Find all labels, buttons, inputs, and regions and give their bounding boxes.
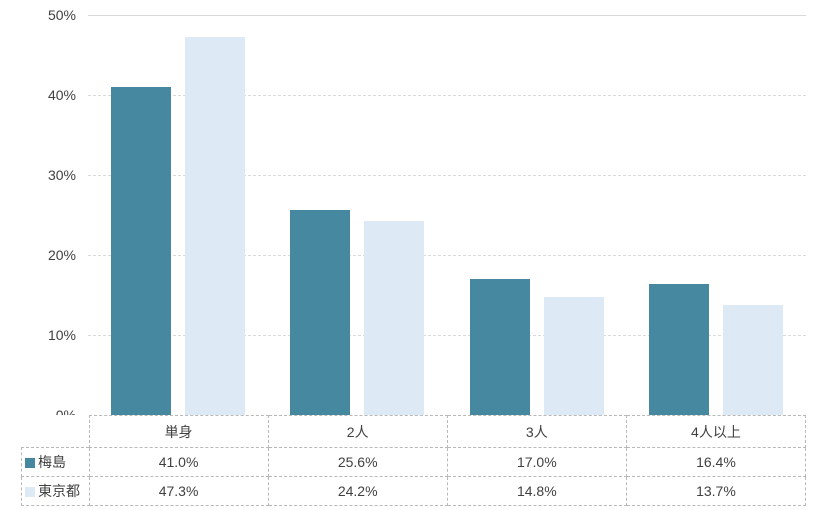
- value-cell-series1-cat3: 13.7%: [625, 476, 807, 506]
- gridline: [88, 175, 806, 176]
- bar-series0-cat2: [469, 279, 530, 415]
- data-table: 単身 2人 3人 4人以上梅島 41.0% 25.6% 17.0% 16.4% 東京都 47.3%…: [21, 415, 807, 506]
- bar-series1-cat3: [723, 305, 784, 415]
- gridline: [88, 255, 806, 256]
- gridline: [88, 15, 806, 16]
- y-axis-label: 40%: [47, 87, 76, 103]
- value-cell-series1-cat0: 47.3%: [88, 476, 269, 506]
- series-name: 東京都: [38, 483, 80, 499]
- table-corner-cell: [22, 416, 90, 448]
- y-axis-label: 10%: [47, 327, 76, 343]
- category-header-cell: 2人: [267, 415, 448, 448]
- legend-cell: 梅島: [21, 447, 90, 477]
- gridline: [88, 95, 806, 96]
- value-cell-series1-cat2: 14.8%: [446, 476, 627, 506]
- y-axis-label: 30%: [47, 167, 76, 183]
- y-axis-label: 20%: [47, 247, 76, 263]
- legend-swatch-series0: [25, 458, 35, 468]
- value-cell-series0-cat2: 17.0%: [446, 447, 627, 477]
- bar-series1-cat0: [184, 36, 245, 415]
- value-cell-series0-cat1: 25.6%: [267, 447, 448, 477]
- legend-cell: 東京都: [21, 476, 90, 506]
- bar-series0-cat3: [649, 283, 710, 415]
- bar-series0-cat1: [290, 210, 351, 415]
- value-cell-series0-cat3: 16.4%: [625, 447, 807, 477]
- value-cell-series1-cat1: 24.2%: [267, 476, 448, 506]
- bar-series0-cat0: [110, 87, 171, 415]
- category-header-cell: 4人以上: [625, 415, 807, 448]
- series-name: 梅島: [38, 454, 66, 470]
- y-axis-label: 50%: [47, 7, 76, 23]
- legend-swatch-series1: [25, 487, 35, 497]
- value-cell-series0-cat0: 41.0%: [88, 447, 269, 477]
- bar-series1-cat1: [364, 221, 425, 415]
- gridline: [88, 335, 806, 336]
- category-header-cell: 単身: [88, 415, 269, 448]
- category-header-cell: 3人: [446, 415, 627, 448]
- bar-series1-cat2: [543, 296, 604, 415]
